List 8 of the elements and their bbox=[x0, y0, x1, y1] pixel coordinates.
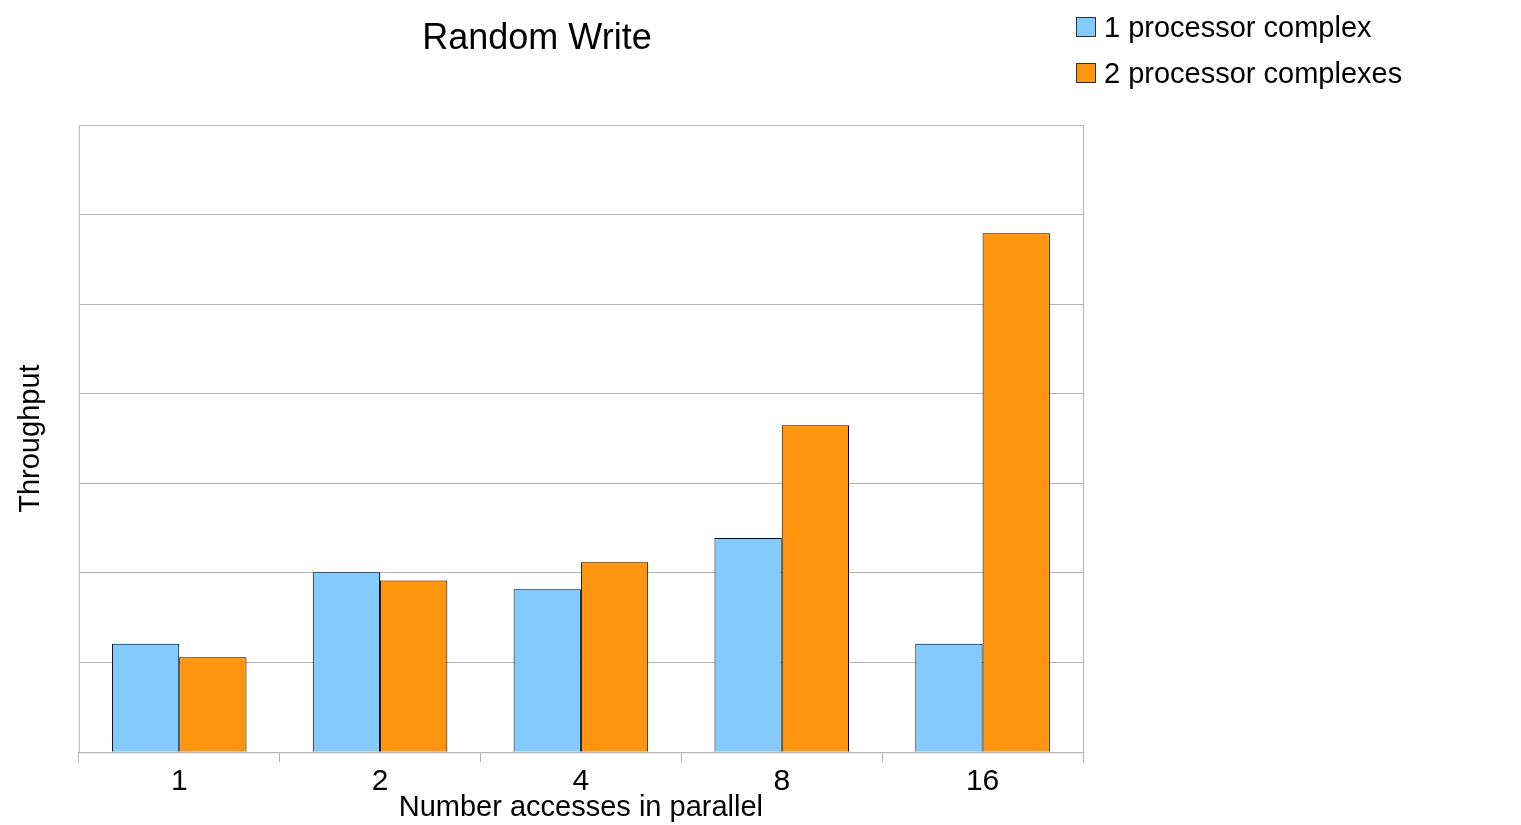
legend-label: 1 processor complex bbox=[1104, 10, 1372, 44]
x-tick-label: 1 bbox=[170, 763, 188, 797]
x-tick-label: 8 bbox=[773, 763, 791, 797]
x-tick-label: 2 bbox=[371, 763, 389, 797]
x-tick-label: 16 bbox=[965, 763, 1000, 797]
legend-label: 2 processor complexes bbox=[1104, 56, 1403, 90]
chart-title: Random Write bbox=[421, 16, 653, 58]
y-axis-title: Throughput bbox=[13, 364, 46, 513]
